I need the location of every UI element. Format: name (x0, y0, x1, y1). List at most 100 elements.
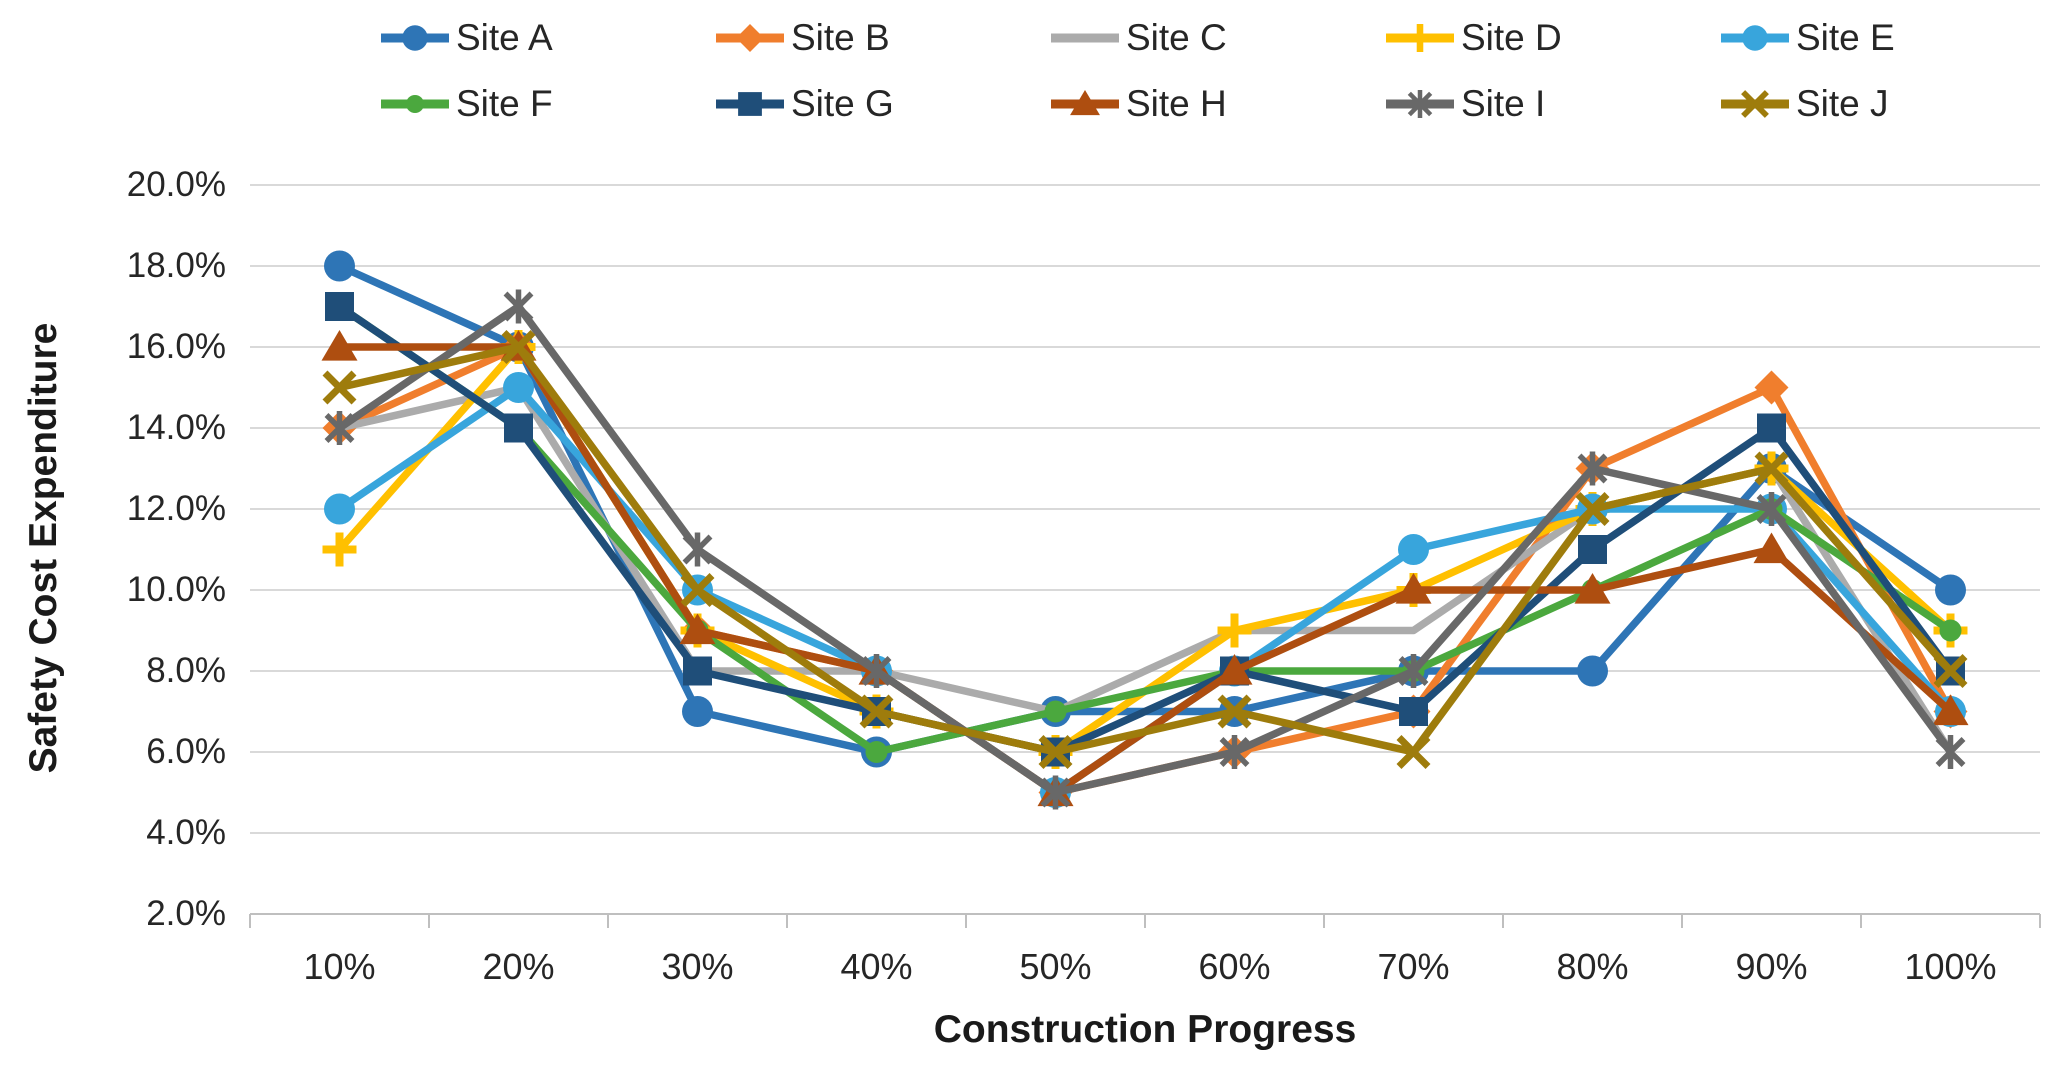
data-point-marker (1742, 25, 1768, 51)
legend-label: Site A (456, 17, 553, 58)
data-point-marker (1939, 619, 1962, 642)
data-point-marker (1398, 654, 1429, 688)
y-axis-title: Safety Cost Expenditure (22, 322, 65, 774)
series-line-site-f (335, 302, 1955, 756)
x-tick-label: 40% (840, 946, 913, 987)
data-point-marker (1577, 451, 1608, 486)
y-tick-label: 14.0% (126, 408, 226, 447)
data-point-marker (1756, 492, 1787, 526)
x-tick-label: 50% (1019, 946, 1092, 987)
legend-marker-site-j (1721, 90, 1789, 118)
data-point-marker (325, 292, 354, 321)
data-point-marker (405, 94, 425, 114)
x-tick-label: 90% (1735, 946, 1808, 987)
series-site-j (322, 330, 1968, 769)
x-tick-label: 100% (1904, 946, 1997, 987)
legend-marker-site-i (1386, 90, 1454, 118)
data-point-marker (1399, 697, 1428, 726)
series-line-site-g (335, 302, 1955, 756)
legend-item-site-h: Site H (1048, 80, 1227, 128)
data-point-marker (1575, 492, 1610, 526)
legend-label: Site C (1126, 17, 1227, 58)
x-axis-ticks (249, 914, 2041, 928)
y-tick-label: 6.0% (146, 732, 226, 771)
data-point-marker (503, 372, 534, 403)
data-point-marker (1407, 90, 1433, 118)
x-tick-label: 10% (303, 946, 376, 987)
data-point-marker (1757, 413, 1786, 443)
data-point-marker (1754, 451, 1789, 486)
legend-marker-site-b (716, 24, 784, 52)
data-point-marker (683, 656, 712, 686)
data-point-marker (865, 741, 888, 763)
data-point-marker (1935, 735, 1966, 769)
x-tick-label: 30% (661, 946, 734, 987)
data-point-marker (1933, 654, 1968, 688)
y-tick-label: 18.0% (126, 246, 226, 285)
legend-item-site-f: Site F (378, 80, 553, 128)
legend-label: Site G (791, 83, 894, 124)
data-point-marker (1070, 90, 1100, 116)
legend-marker-site-h (1051, 90, 1119, 116)
legend-item-site-e: Site E (1718, 14, 1895, 62)
y-tick-label: 2.0% (146, 894, 226, 933)
data-point-marker (324, 493, 355, 525)
data-point-marker (1578, 535, 1607, 564)
data-point-marker (322, 370, 357, 405)
series-site-d (322, 330, 1968, 769)
data-point-marker (1398, 534, 1429, 565)
legend-label: Site I (1461, 83, 1546, 124)
data-point-marker (1574, 573, 1611, 604)
legend-label: Site F (456, 83, 553, 124)
legend-item-site-a: Site A (378, 14, 553, 62)
data-point-marker (322, 532, 357, 567)
data-point-marker (402, 25, 428, 51)
y-tick-label: 16.0% (126, 327, 226, 366)
legend-marker-site-e (1721, 25, 1789, 51)
data-point-marker (1935, 574, 1966, 606)
legend-item-site-i: Site I (1383, 80, 1545, 128)
data-point-marker (1753, 532, 1790, 564)
data-point-marker (1754, 370, 1789, 405)
legend-item-site-b: Site B (713, 14, 890, 62)
legend-marker-site-f (381, 94, 449, 114)
x-tick-label: 60% (1198, 946, 1271, 987)
data-point-marker (1406, 24, 1434, 52)
data-point-marker (1040, 775, 1071, 810)
y-tick-label: 20.0% (126, 165, 226, 204)
data-point-marker (859, 694, 894, 729)
data-point-marker (503, 289, 534, 324)
data-point-marker (1044, 700, 1067, 723)
data-point-marker (324, 411, 355, 445)
y-tick-label: 4.0% (146, 813, 226, 852)
legend-item-site-g: Site G (713, 80, 894, 128)
data-point-marker (682, 696, 713, 727)
data-point-marker (679, 613, 716, 645)
data-point-marker (1396, 735, 1431, 769)
data-point-marker (1216, 654, 1253, 685)
legend-label: Site D (1461, 17, 1562, 58)
x-tick-label: 80% (1556, 946, 1629, 987)
y-tick-label: 12.0% (126, 489, 226, 528)
data-point-marker (738, 92, 762, 116)
legend-item-site-c: Site C (1048, 14, 1227, 62)
data-point-marker (736, 24, 764, 52)
data-point-marker (1577, 655, 1608, 687)
series-line-site-i (335, 302, 1955, 797)
data-point-marker (321, 330, 358, 361)
series-site-b (322, 330, 1968, 810)
x-axis-title: Construction Progress (933, 1008, 1357, 1051)
legend-label: Site J (1796, 83, 1889, 124)
data-point-marker (1217, 694, 1252, 729)
data-point-marker (1395, 573, 1432, 604)
legend-marker-site-c (1051, 33, 1119, 43)
data-point-marker (1741, 90, 1769, 118)
data-point-marker (1219, 735, 1250, 769)
data-point-marker (1217, 613, 1252, 648)
legend-marker-site-a (381, 25, 449, 51)
series-line-site-j (335, 343, 1955, 756)
data-point-marker (1038, 735, 1073, 769)
data-point-marker (501, 330, 536, 364)
